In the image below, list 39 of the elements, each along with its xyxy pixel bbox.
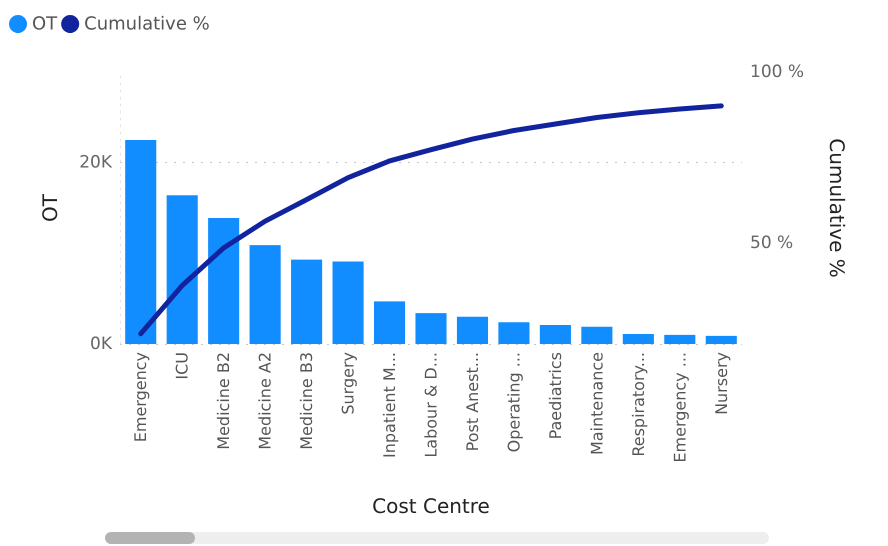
bar <box>456 316 488 344</box>
y-tick-label: 20K <box>79 152 113 173</box>
y2-axis-title: Cumulative % <box>825 138 849 278</box>
bar <box>291 260 322 344</box>
x-axis-title: Cost Centre <box>372 494 490 518</box>
bar <box>208 218 240 344</box>
x-tick-label: Surgery <box>338 352 358 415</box>
bar <box>374 301 406 344</box>
y-tick-label: 0K <box>90 334 113 354</box>
bar <box>250 245 281 344</box>
x-tick-label: Medicine A2 <box>256 352 275 450</box>
bar <box>125 140 156 344</box>
x-tick-label: Respiratory... <box>628 352 648 457</box>
bar <box>706 336 737 344</box>
x-tick-label: Maintenance <box>587 352 606 456</box>
bar <box>622 334 654 344</box>
bar <box>581 326 612 344</box>
bar <box>415 313 447 344</box>
x-tick-label: Medicine B2 <box>214 352 234 450</box>
x-tick-label: Inpatient M... <box>380 352 400 458</box>
bar <box>166 195 198 344</box>
x-tick-label: ICU <box>172 352 192 380</box>
x-tick-label: Medicine B3 <box>297 352 316 450</box>
bar <box>332 261 364 344</box>
y-axis-title: OT <box>38 193 62 222</box>
legend-label: Cumulative % <box>84 14 210 34</box>
bar <box>540 324 571 344</box>
x-tick-label: Post Anest... <box>462 352 482 452</box>
y2-tick-label: 50 % <box>750 233 794 254</box>
bar <box>664 334 696 344</box>
x-tick-label: Operating ... <box>504 352 524 452</box>
x-tick-label: Emergency ... <box>670 352 690 463</box>
x-tick-label: Paediatrics <box>546 352 565 440</box>
x-tick-label: Emergency <box>131 352 150 442</box>
x-tick-label: Nursery <box>712 352 731 415</box>
y2-tick-label: 100 % <box>750 62 804 82</box>
legend-label: OT <box>32 14 58 34</box>
x-tick-label: Labour & D... <box>422 352 440 458</box>
bar <box>498 322 530 344</box>
